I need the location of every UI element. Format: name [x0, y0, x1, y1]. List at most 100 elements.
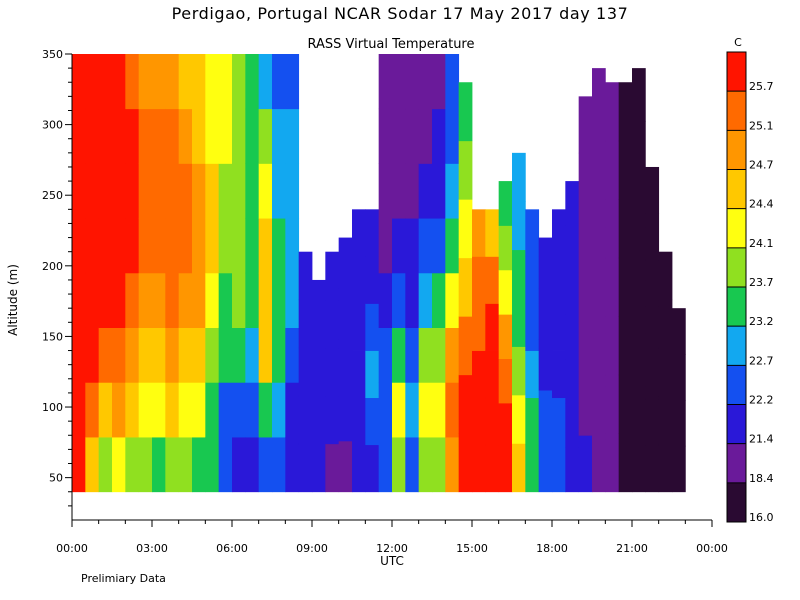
heatmap-cell	[125, 108, 140, 164]
heatmap-cell	[392, 437, 406, 493]
heatmap-cell	[525, 397, 540, 446]
heatmap-cell	[472, 256, 486, 304]
heatmap-cell	[365, 256, 380, 304]
heatmap-cell	[392, 272, 406, 328]
heatmap-cell	[592, 121, 606, 175]
y-axis-label: Altitude (m)	[6, 264, 20, 336]
heatmap-cell	[85, 163, 100, 219]
heatmap-cell	[645, 445, 660, 493]
heatmap-cell	[592, 174, 606, 228]
heatmap-cell	[552, 350, 566, 399]
colorbar-label: 24.7	[749, 159, 774, 172]
heatmap-cell	[672, 445, 686, 493]
heatmap-cell	[138, 382, 153, 438]
heatmap-cell	[618, 374, 633, 434]
heatmap-cell	[458, 199, 473, 259]
heatmap-cell	[138, 163, 153, 219]
heatmap-cell	[312, 279, 326, 334]
heatmap-cell	[112, 108, 126, 164]
colorbar-label: 23.2	[749, 315, 774, 328]
heatmap-cell	[618, 257, 633, 317]
heatmap-cell	[218, 163, 233, 219]
heatmap-cell	[298, 443, 313, 493]
heatmap-cell	[192, 272, 206, 328]
heatmap-cell	[165, 108, 180, 164]
heatmap-cell	[72, 108, 86, 164]
heatmap-cell	[85, 327, 100, 383]
heatmap-cell	[418, 163, 433, 219]
heatmap-cell	[205, 327, 220, 383]
heatmap-cell	[285, 218, 300, 274]
heatmap-cell	[72, 272, 86, 328]
colorbar-swatch	[727, 130, 746, 170]
heatmap-cell	[72, 54, 86, 110]
heatmap-cell	[165, 382, 180, 438]
heatmap-cell	[112, 218, 126, 274]
heatmap-cell	[578, 209, 593, 267]
heatmap-cell	[165, 218, 180, 274]
colorbar-swatch	[727, 482, 746, 523]
heatmap-cell	[192, 54, 206, 110]
heatmap-cell	[338, 440, 353, 493]
heatmap-cell	[405, 163, 420, 219]
heatmap-cell	[458, 316, 473, 376]
heatmap-cell	[152, 54, 166, 110]
heatmap-cell	[152, 163, 166, 219]
heatmap-cell	[205, 382, 220, 438]
heatmap-cell	[98, 327, 113, 383]
heatmap-cell	[152, 272, 166, 328]
heatmap-cell	[418, 327, 433, 383]
colorbar-swatch	[727, 247, 746, 288]
heatmap-cell	[605, 140, 620, 200]
heatmap-cell	[645, 166, 660, 214]
heatmap-cell	[312, 438, 326, 493]
heatmap-cell	[658, 395, 673, 445]
y-tick-label: 200	[42, 260, 63, 273]
heatmap-cell	[472, 397, 486, 446]
y-tick-label: 100	[42, 401, 63, 414]
heatmap-cell	[498, 358, 513, 404]
heatmap-cell	[85, 382, 100, 438]
heatmap-cell	[618, 316, 633, 376]
heatmap-cell	[85, 218, 100, 274]
heatmap-cell	[125, 54, 140, 110]
heatmap-cell	[192, 108, 206, 164]
heatmap-cell	[298, 251, 313, 301]
heatmap-cell	[72, 437, 86, 493]
heatmap-cell	[485, 444, 500, 493]
heatmap-cell	[605, 433, 620, 493]
heatmap-cell	[378, 54, 393, 110]
heatmap-cell	[112, 327, 126, 383]
colorbar-swatch	[727, 404, 746, 444]
heatmap-cell	[218, 382, 233, 438]
heatmap-cell	[192, 327, 206, 383]
heatmap-cell	[392, 382, 406, 438]
heatmap-cell	[298, 347, 313, 397]
heatmap-cell	[218, 54, 233, 110]
heatmap-cell	[178, 218, 193, 274]
heatmap-cell	[192, 382, 206, 438]
heatmap-cell	[232, 218, 246, 274]
y-tick-label: 50	[49, 472, 63, 485]
heatmap-cell	[165, 272, 180, 328]
heatmap-cell	[632, 438, 646, 493]
heatmap-cell	[272, 382, 286, 438]
colorbar-label: 23.7	[749, 276, 774, 289]
heatmap-cell	[245, 54, 260, 110]
heatmap-cell	[432, 272, 446, 328]
heatmap-cell	[138, 437, 153, 493]
heatmap-cell	[138, 327, 153, 383]
heatmap-cell	[272, 437, 286, 493]
heatmap-cell	[178, 437, 193, 493]
heatmap-cell	[672, 308, 686, 355]
heatmap-cell	[365, 209, 380, 257]
heatmap-cell	[178, 54, 193, 110]
heatmap-cell	[565, 358, 580, 404]
heatmap-cell	[298, 395, 313, 445]
heatmap-cell	[192, 218, 206, 274]
x-tick-label: 21:00	[616, 542, 648, 555]
heatmap-cell	[378, 272, 393, 328]
colorbar-swatch	[727, 52, 746, 92]
heatmap-cell	[432, 218, 446, 274]
x-axis-label: UTC	[380, 554, 404, 568]
